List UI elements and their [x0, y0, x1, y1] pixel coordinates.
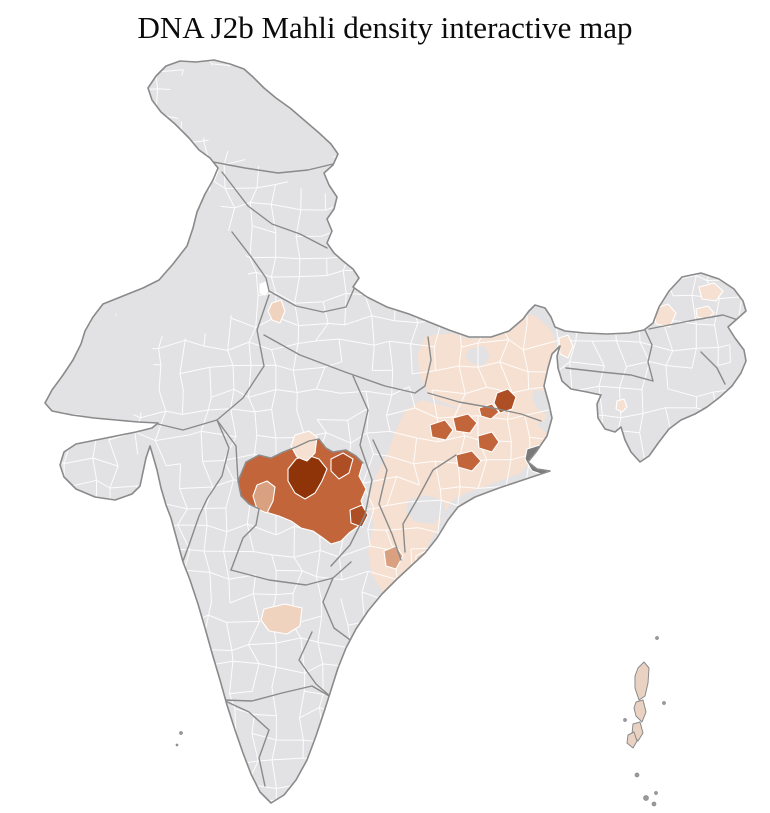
district-chandigarh-highlight[interactable]	[259, 281, 270, 296]
island-little-andaman[interactable]	[626, 731, 638, 749]
district-jharkhand-5[interactable]	[477, 431, 500, 453]
islet-3[interactable]	[623, 718, 627, 722]
district-assam-low-1[interactable]	[698, 282, 724, 302]
district-jharkhand-3[interactable]	[452, 413, 478, 434]
district-assam-low-2[interactable]	[653, 303, 677, 328]
district-north-bengal-low[interactable]	[558, 334, 574, 359]
district-assam-low-3[interactable]	[695, 305, 715, 320]
island-andaman-north[interactable]	[634, 661, 650, 701]
island-lakshadweep-1[interactable]	[179, 731, 183, 735]
region-kutch-large-district[interactable]	[50, 315, 154, 419]
district-bengal-medium[interactable]	[455, 450, 482, 472]
district-cluster-dark-e[interactable]	[349, 504, 369, 528]
islands	[175, 636, 666, 807]
island-nicobar-4[interactable]	[654, 791, 658, 795]
india-outline	[44, 59, 747, 804]
island-lakshadweep-2[interactable]	[175, 743, 179, 747]
islet-2[interactable]	[662, 701, 666, 705]
island-nicobar-3[interactable]	[651, 801, 657, 807]
district-cluster-dark-ne[interactable]	[330, 452, 354, 480]
state-borders	[157, 161, 742, 787]
district-tripura-low[interactable]	[615, 398, 628, 413]
region-bihar-low-density[interactable]	[417, 314, 557, 427]
island-andaman-middle[interactable]	[633, 699, 647, 723]
island-nicobar-1[interactable]	[634, 772, 640, 778]
district-jharkhand-dark-1[interactable]	[493, 388, 517, 414]
island-nicobar-2[interactable]	[643, 795, 649, 801]
region-jharkhand-odisha-low-density[interactable]	[368, 400, 547, 592]
region-thar-large-districts[interactable]	[102, 184, 250, 340]
district-cluster-medium-light[interactable]	[252, 480, 276, 514]
district-jharkhand-4[interactable]	[429, 419, 454, 441]
district-uttarakhand-low[interactable]	[267, 299, 286, 324]
region-northern-large-districts[interactable]	[162, 65, 333, 195]
page-title: DNA J2b Mahli density interactive map	[137, 10, 633, 45]
islet-1[interactable]	[655, 636, 659, 640]
district-telangana-low[interactable]	[260, 603, 303, 635]
